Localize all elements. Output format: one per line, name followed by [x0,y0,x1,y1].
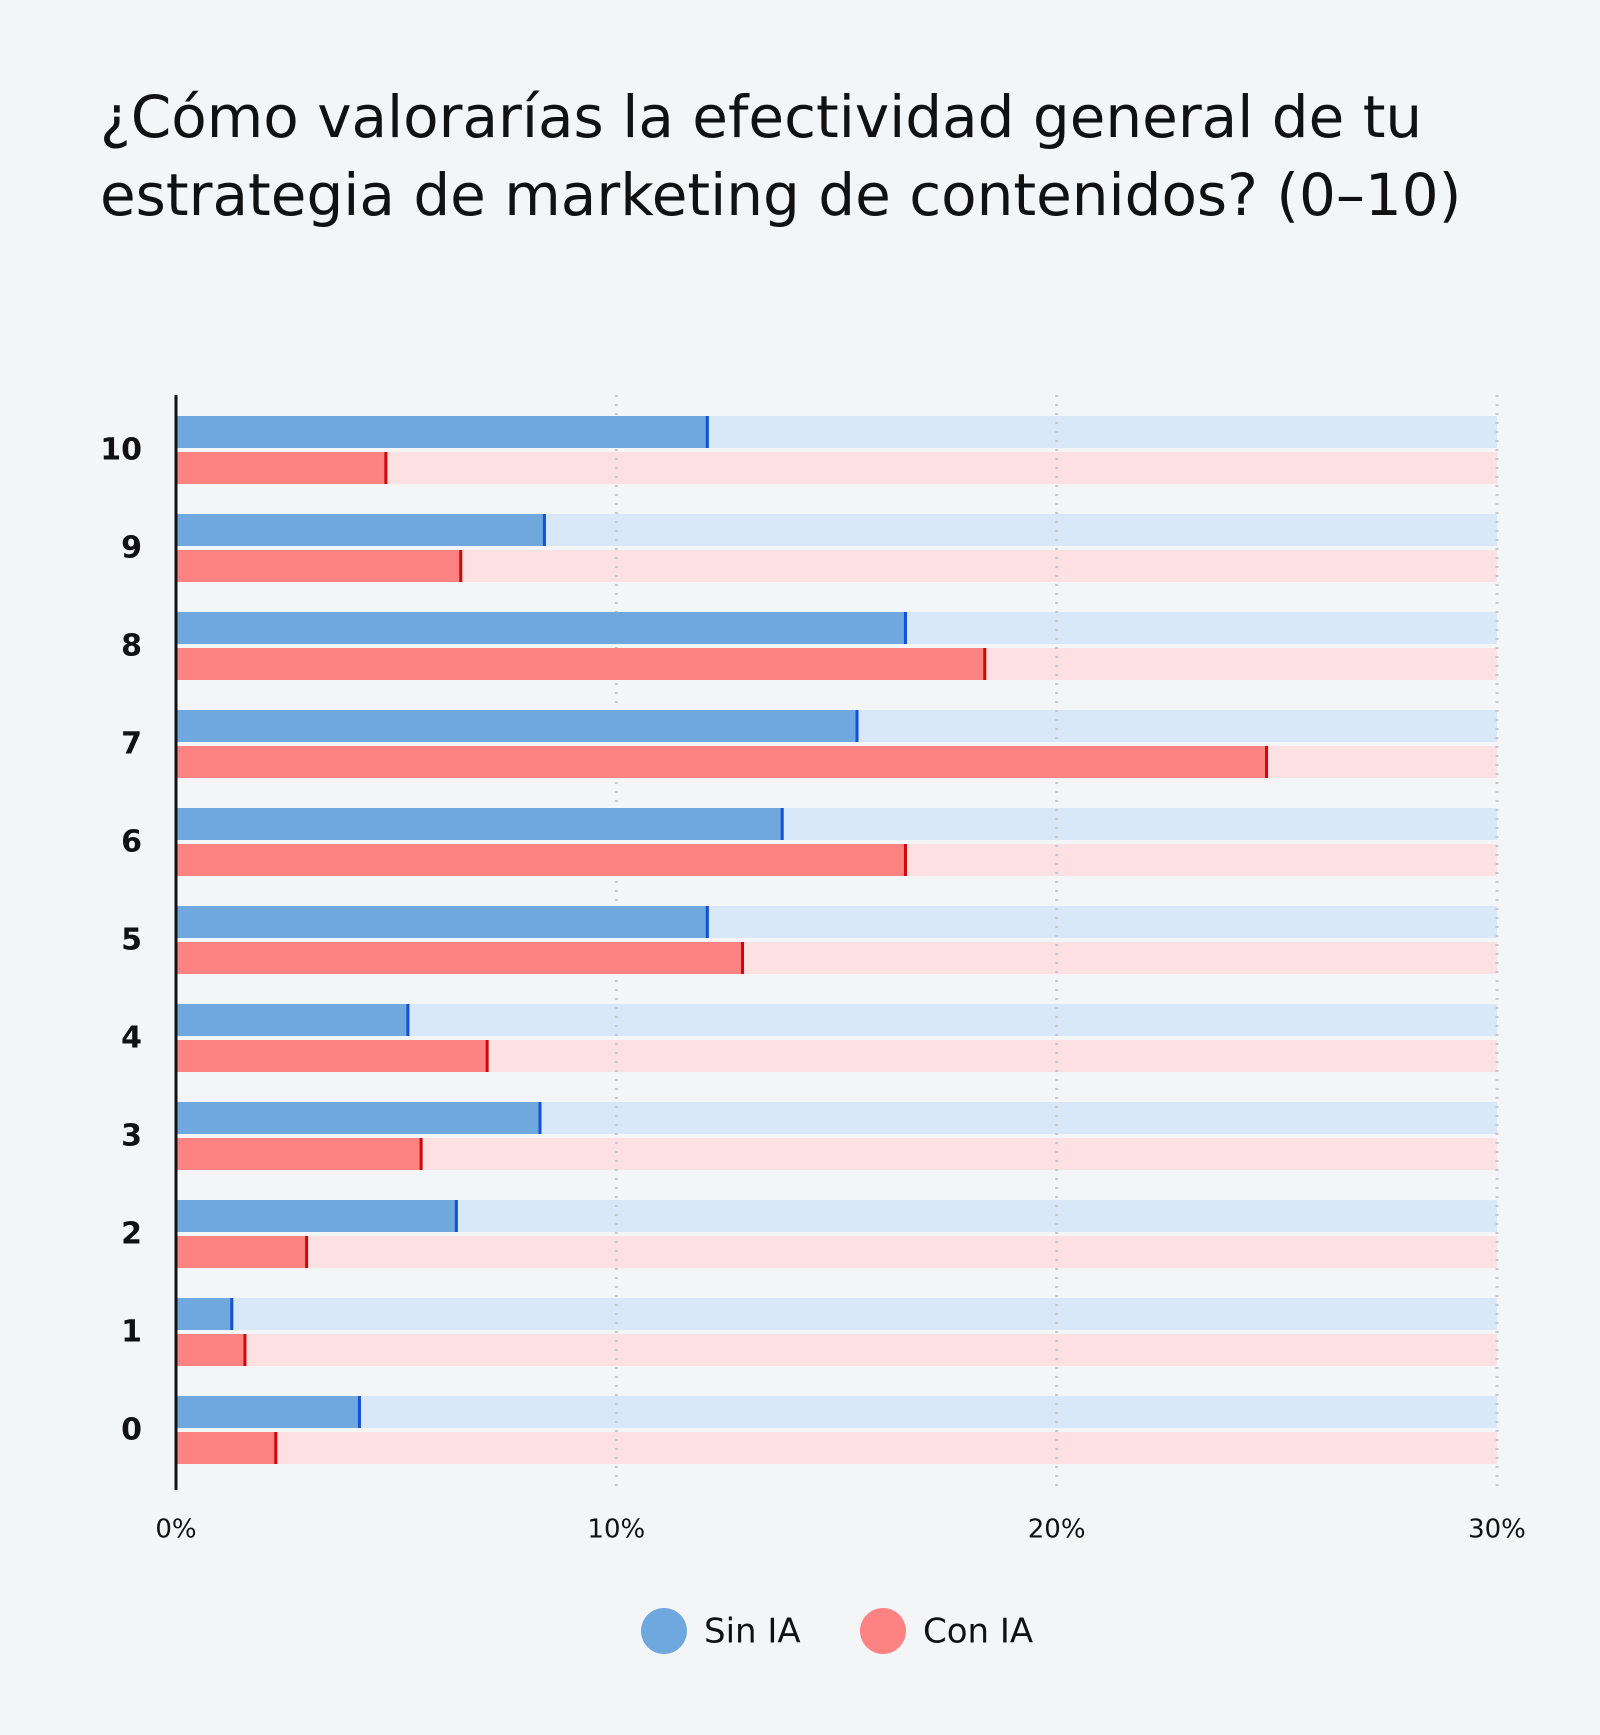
bar-track [176,1298,1497,1330]
legend-label: Sin IA [704,1612,801,1652]
bar-cap [454,1200,458,1232]
bar [176,452,388,484]
bar [176,906,709,938]
y-tick-label: 6 [121,825,142,860]
y-tick-label: 3 [121,1119,142,1154]
bar [176,1396,361,1428]
x-tick-label: 10% [587,1515,645,1545]
bar-cap [741,942,745,974]
y-tick-label: 5 [121,923,142,958]
bar-cap [230,1298,234,1330]
legend-label: Con IA [923,1612,1033,1652]
bar-cap [485,1040,489,1072]
bar-cap [357,1396,361,1428]
x-tick-label: 30% [1468,1515,1526,1545]
bar-cap [705,906,709,938]
bar-cap [1265,746,1269,778]
bar-cap [274,1432,278,1464]
legend-marker [641,1608,687,1654]
bar [176,1138,423,1170]
bar-cap [903,612,907,644]
x-tick-label: 0% [155,1515,196,1545]
bar-cap [305,1236,309,1268]
x-tick-label: 20% [1028,1515,1086,1545]
bar [176,808,784,840]
legend-marker [860,1608,906,1654]
bar [176,612,907,644]
bar-cap [419,1138,423,1170]
bar [176,1236,309,1268]
bar [176,844,907,876]
y-tick-label: 9 [121,531,142,566]
y-tick-label: 2 [121,1217,142,1252]
bar [176,550,463,582]
bar [176,648,987,680]
chart-title: ¿Cómo valorarías la efectividad general … [100,83,1462,229]
bar-track [176,1396,1497,1428]
bar [176,1040,489,1072]
y-tick-label: 10 [100,433,142,468]
bar [176,1432,278,1464]
bar-cap [459,550,463,582]
bar [176,942,745,974]
y-tick-label: 7 [121,727,142,762]
bar [176,416,709,448]
y-tick-label: 1 [121,1315,142,1350]
bar [176,1200,458,1232]
y-tick-label: 0 [121,1413,142,1448]
bar-cap [705,416,709,448]
bar-cap [538,1102,542,1134]
bar [176,1298,234,1330]
bar-cap [243,1334,247,1366]
bar-cap [406,1004,410,1036]
bar [176,514,546,546]
y-tick-label: 8 [121,629,142,664]
bar-track [176,452,1497,484]
bar-cap [384,452,388,484]
bar-track [176,1432,1497,1464]
bar [176,710,859,742]
bar [176,1004,410,1036]
bar [176,746,1269,778]
bar-cap [855,710,859,742]
bar [176,1102,542,1134]
bar-cap [903,844,907,876]
bar-cap [780,808,784,840]
bar-cap [542,514,546,546]
bar-cap [983,648,987,680]
bar [176,1334,247,1366]
bar-track [176,1334,1497,1366]
bar-track [176,1236,1497,1268]
y-tick-label: 4 [121,1021,142,1056]
